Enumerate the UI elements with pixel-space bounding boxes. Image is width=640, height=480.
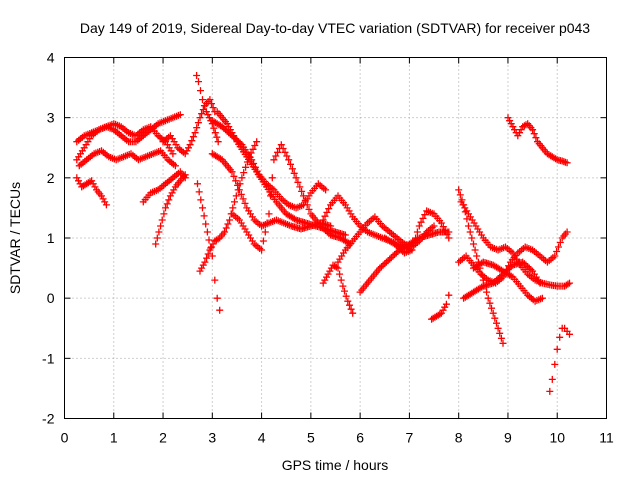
- x-tick-label: 3: [208, 430, 216, 446]
- plus-markers: [470, 258, 546, 305]
- plus-markers: [196, 138, 261, 275]
- y-axis-ticks: -2 -1 0 1 2 3 4: [42, 50, 607, 427]
- plus-markers: [139, 168, 189, 206]
- series-arc-05: [139, 168, 189, 206]
- x-tick-label: 2: [159, 430, 167, 446]
- series-arc-19: [381, 207, 453, 257]
- series-arc-18: [356, 228, 453, 296]
- data-points: [73, 72, 573, 395]
- plus-markers: [319, 261, 357, 317]
- series-arc-25: [470, 258, 546, 305]
- chart-title: Day 149 of 2019, Sidereal Day-to-day VTE…: [80, 20, 590, 36]
- y-tick-label: 2: [47, 170, 55, 186]
- series-arc-26: [504, 114, 571, 167]
- series-arc-04: [75, 147, 179, 170]
- x-axis-ticks: 0 1 2 3 4 5 6 7 8 9 10 11: [61, 57, 614, 446]
- x-tick-label: 7: [406, 430, 414, 446]
- plus-markers: [194, 180, 224, 314]
- plus-markers: [504, 114, 571, 167]
- y-axis-label: SDTVAR / TECUs: [7, 182, 23, 294]
- plus-markers: [546, 324, 573, 395]
- plus-markers: [356, 228, 453, 296]
- series-arc-16: [319, 261, 357, 317]
- plus-markers: [381, 207, 453, 257]
- x-tick-label: 4: [258, 430, 266, 446]
- series-arc-20: [428, 291, 453, 323]
- series-arc-10: [194, 180, 224, 314]
- y-tick-label: -2: [42, 411, 55, 427]
- series-arc-27: [546, 324, 573, 395]
- x-tick-label: 0: [61, 430, 69, 446]
- x-tick-label: 1: [110, 430, 118, 446]
- series-arc-01: [73, 174, 110, 209]
- x-tick-label: 9: [504, 430, 512, 446]
- x-tick-label: 10: [549, 430, 565, 446]
- y-tick-label: 1: [47, 230, 55, 246]
- x-tick-label: 8: [455, 430, 463, 446]
- x-tick-label: 11: [599, 430, 614, 446]
- plus-markers: [75, 147, 179, 170]
- x-tick-label: 6: [356, 430, 364, 446]
- x-tick-label: 5: [307, 430, 315, 446]
- series-arc-06: [152, 171, 189, 248]
- y-tick-label: 3: [47, 110, 55, 126]
- x-axis-label: GPS time / hours: [282, 457, 389, 473]
- series-arc-14: [213, 108, 349, 239]
- y-tick-label: -1: [42, 350, 55, 366]
- series-arc-09: [196, 138, 261, 275]
- y-tick-label: 0: [47, 290, 55, 306]
- plus-markers: [428, 291, 453, 323]
- plus-markers: [152, 171, 189, 248]
- y-tick-label: 4: [47, 50, 55, 66]
- plus-markers: [213, 108, 349, 239]
- plus-markers: [73, 174, 110, 209]
